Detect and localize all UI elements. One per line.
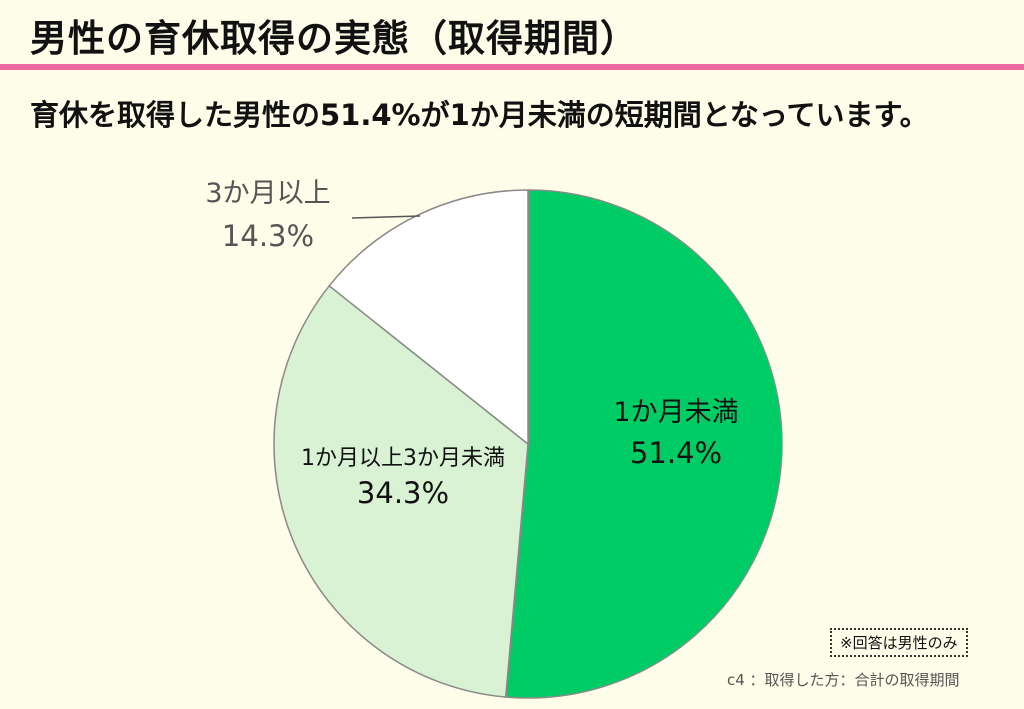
- title-divider: [0, 64, 1024, 70]
- source-caption: c4 ：取得した方：合計の取得期間: [727, 671, 960, 689]
- slice-labels: 1か月未満 51.4% 1か月以上3か月未満 34.3% 3か月以上 14.3%: [205, 178, 738, 510]
- respondents-note: ※回答は男性のみ: [830, 628, 968, 657]
- pie-slice-1-to-3-months: [273, 284, 529, 698]
- page-title: 男性の育休取得の実態（取得期間）: [30, 17, 638, 60]
- pie-slice-under-1-month: [504, 189, 783, 699]
- slice-label-3-months-plus: 3か月以上: [205, 178, 330, 209]
- slice-label-under-1-month: 1か月未満: [613, 397, 738, 428]
- slice-value-1-to-3-months: 34.3%: [357, 476, 449, 510]
- slice-label-1-to-3-months: 1か月以上3か月未満: [301, 446, 505, 471]
- page-subtitle: 育休を取得した男性の51.4%が1か月未満の短期間となっています。: [30, 98, 929, 132]
- slice-value-under-1-month: 51.4%: [630, 436, 722, 470]
- slice-value-3-months-plus: 14.3%: [222, 219, 314, 253]
- pie-slice-3-months-plus: [328, 189, 529, 446]
- leader-line-3-months-plus: [351, 215, 421, 219]
- pie-slices: [273, 189, 783, 699]
